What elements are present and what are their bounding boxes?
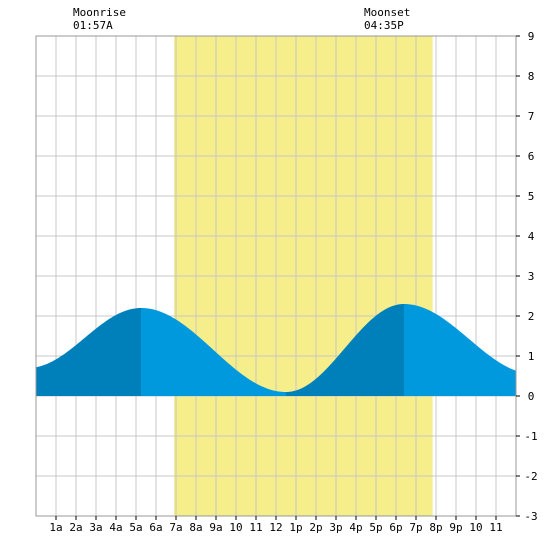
tide-rising-segment [286,304,404,396]
moonset-time: 04:35P [364,19,404,32]
x-tick-label: 9a [209,521,222,534]
x-tick-label: 4p [349,521,362,534]
y-tick-label: 1 [528,350,535,363]
y-tick-label: -2 [524,470,537,483]
y-tick-label: 6 [528,150,535,163]
moonrise-label: Moonrise [73,6,126,19]
y-tick-label: -3 [524,510,537,523]
moonset-label: Moonset [364,6,410,19]
x-tick-label: 1p [289,521,302,534]
tide-rising-segment [36,308,141,396]
x-tick-label: 11 [489,521,502,534]
grid-lines [36,36,516,516]
y-tick-label: 2 [528,310,535,323]
x-tick-label: 3a [89,521,102,534]
x-tick-label: 11 [249,521,262,534]
y-tick-label: 0 [528,390,535,403]
x-tick-label: 8p [429,521,442,534]
x-tick-label: 7p [409,521,422,534]
x-tick-label: 7a [169,521,182,534]
x-tick-label: 4a [109,521,122,534]
x-tick-label: 6p [389,521,402,534]
x-tick-label: 6a [149,521,162,534]
x-tick-label: 2p [309,521,322,534]
x-tick-label: 2a [69,521,82,534]
y-axis-ticks: -3 -2 -1 0 1 2 3 4 5 6 7 8 9 [516,30,538,523]
moonrise-time: 01:57A [73,19,113,32]
x-tick-label: 3p [329,521,342,534]
x-tick-label: 12 [269,521,282,534]
x-tick-label: 10 [469,521,482,534]
y-tick-label: 3 [528,270,535,283]
x-axis-ticks: 1a 2a 3a 4a 5a 6a 7a 8a 9a 10 11 12 1p 2p 3p 4p 5p 6p 7p 8p… [49,516,503,534]
x-tick-label: 5a [129,521,142,534]
tide-area [36,304,516,396]
y-tick-label: 7 [528,110,535,123]
x-tick-label: 5p [369,521,382,534]
tide-falling-segment [404,304,516,396]
y-tick-label: 8 [528,70,535,83]
y-tick-label: 5 [528,190,535,203]
y-tick-label: 4 [528,230,535,243]
x-tick-label: 9p [449,521,462,534]
y-tick-label: -1 [524,430,537,443]
y-tick-label: 9 [528,30,535,43]
x-tick-label: 1a [49,521,62,534]
tide-falling-segment [141,308,286,396]
x-tick-label: 8a [189,521,202,534]
x-tick-label: 10 [229,521,242,534]
